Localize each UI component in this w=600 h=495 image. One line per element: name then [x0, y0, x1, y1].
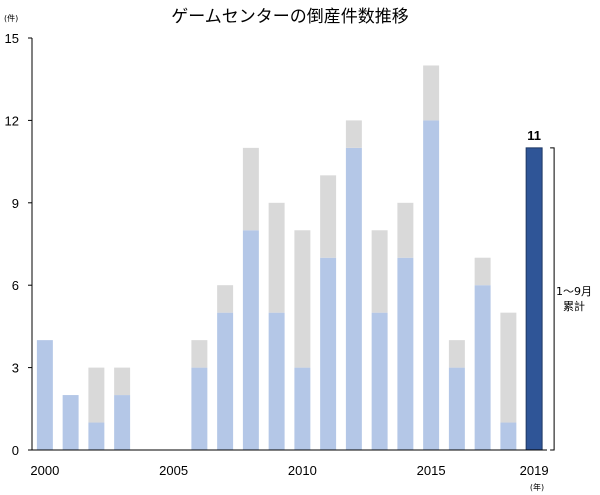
bar-series1 — [36, 340, 53, 450]
bar-series1 — [242, 230, 259, 450]
bar-series2 — [423, 65, 440, 121]
y-tick-label: 6 — [12, 278, 19, 293]
y-tick-label: 15 — [5, 31, 19, 46]
bar-series2 — [371, 230, 388, 313]
bar-series1 — [474, 285, 491, 450]
x-tick-label: 2019 — [520, 463, 549, 478]
axes — [31, 38, 547, 451]
bar-series1 — [191, 367, 208, 450]
bar-series1 — [500, 422, 517, 450]
highlight-note-line2: 累計 — [563, 299, 585, 313]
chart-title: ゲームセンターの倒産件数推移 — [171, 7, 409, 27]
y-tick-label: 12 — [5, 113, 19, 128]
highlight-note-line1: 1～9月 — [556, 285, 592, 298]
bar-series1 — [397, 257, 414, 450]
bar-series1 — [268, 312, 285, 450]
bar-series1 — [217, 312, 234, 450]
bar-series2 — [320, 175, 337, 258]
bar-series1 — [423, 120, 440, 451]
y-tick-label: 0 — [12, 443, 19, 458]
y-axis-unit: (件) — [4, 13, 18, 23]
bar-series1 — [62, 395, 79, 450]
x-axis-ticks: 2000 2005 2010 2015 2019 — [30, 463, 548, 478]
bar-series1 — [88, 422, 105, 450]
x-tick-label: 2010 — [288, 463, 317, 478]
bar-series2 — [448, 340, 465, 368]
bar-series2 — [242, 147, 259, 231]
bar-highlight — [525, 147, 543, 451]
bar-series1 — [448, 367, 465, 450]
bar-series2 — [397, 202, 414, 258]
bar-series2 — [217, 285, 234, 313]
highlight-data-label: 11 — [527, 128, 541, 143]
bar-series1 — [114, 395, 131, 450]
bar-series2 — [474, 257, 491, 286]
x-tick-label: 2015 — [417, 463, 446, 478]
x-axis-unit: (年) — [530, 482, 544, 492]
bar-series2 — [114, 367, 131, 396]
bar-series2 — [268, 202, 285, 313]
bar-series1 — [345, 147, 362, 450]
y-tick-label: 3 — [12, 361, 19, 376]
bar-series1 — [294, 367, 311, 450]
bar-series2 — [500, 312, 517, 423]
highlight-bracket — [550, 147, 555, 451]
x-tick-label: 2005 — [159, 463, 188, 478]
y-axis-ticks: 0 3 6 9 12 15 — [5, 31, 32, 458]
x-tick-label: 2000 — [30, 463, 59, 478]
bar-series1 — [320, 257, 337, 450]
bar-series2 — [294, 230, 311, 368]
bar-series2 — [88, 367, 105, 423]
bars — [36, 65, 543, 451]
bar-series1 — [371, 312, 388, 450]
y-tick-label: 9 — [12, 196, 19, 211]
bar-series2 — [345, 120, 362, 148]
bar-series2 — [191, 340, 208, 368]
